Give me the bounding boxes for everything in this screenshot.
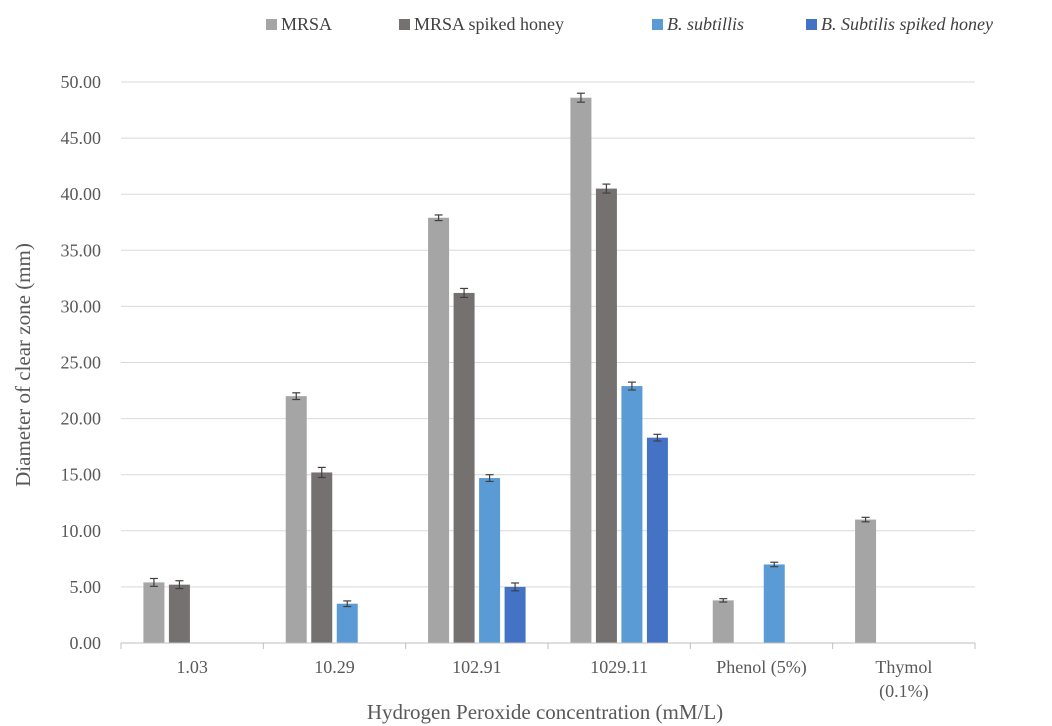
bars: [143, 92, 877, 643]
x-tick-label: 1.03: [176, 657, 208, 677]
x-tick-label: 102.91: [452, 657, 502, 677]
axes: 0.00 5.00 10.00 15.00 20.00 25.00 30.00 35.00 40…: [61, 72, 976, 702]
legend-label: MRSA: [281, 14, 332, 34]
legend: MRSA MRSA spiked honey B. subtillis B. Subt…: [266, 14, 993, 34]
bar: [504, 586, 526, 643]
bar: [712, 600, 734, 643]
x-axis-title: Hydrogen Peroxide concentration (mM/L): [367, 700, 723, 724]
y-tick-label: 45.00: [61, 128, 102, 148]
y-tick-label: 20.00: [61, 409, 102, 429]
legend-swatch: [806, 19, 817, 30]
x-tick-label: (0.1%): [879, 681, 928, 702]
y-tick-label: 35.00: [61, 240, 102, 260]
bar: [311, 472, 333, 643]
bar: [168, 584, 190, 643]
bar: [143, 582, 165, 643]
bar: [595, 188, 617, 643]
legend-label: B. Subtilis spiked honey: [821, 14, 993, 34]
bar: [570, 97, 592, 643]
bar: [621, 386, 643, 643]
bar: [646, 437, 668, 643]
x-tick-label: 1029.11: [590, 657, 648, 677]
legend-label: B. subtillis: [667, 14, 744, 34]
gridlines: [121, 81, 975, 588]
x-tick-label: Phenol (5%): [716, 657, 806, 678]
legend-swatch: [266, 19, 277, 30]
bar: [453, 292, 475, 643]
x-tick-label: Thymol: [875, 657, 932, 677]
bar: [479, 478, 501, 643]
y-tick-label: 30.00: [61, 296, 102, 316]
bar: [336, 603, 358, 643]
legend-swatch: [652, 19, 663, 30]
bar: [285, 396, 307, 643]
y-tick-label: 15.00: [61, 465, 102, 485]
y-tick-label: 5.00: [70, 577, 102, 597]
x-tick-label: 10.29: [314, 657, 355, 677]
bar: [855, 519, 877, 643]
y-tick-label: 50.00: [61, 72, 102, 92]
y-tick-label: 40.00: [61, 184, 102, 204]
y-axis-title: Diameter of clear zone (mm): [11, 243, 35, 487]
legend-swatch: [399, 19, 410, 30]
bar: [428, 217, 450, 643]
bar: [763, 564, 785, 643]
y-tick-label: 25.00: [61, 353, 102, 373]
y-tick-label: 0.00: [70, 633, 102, 653]
y-tick-label: 10.00: [61, 521, 102, 541]
legend-label: MRSA spiked honey: [414, 14, 564, 34]
